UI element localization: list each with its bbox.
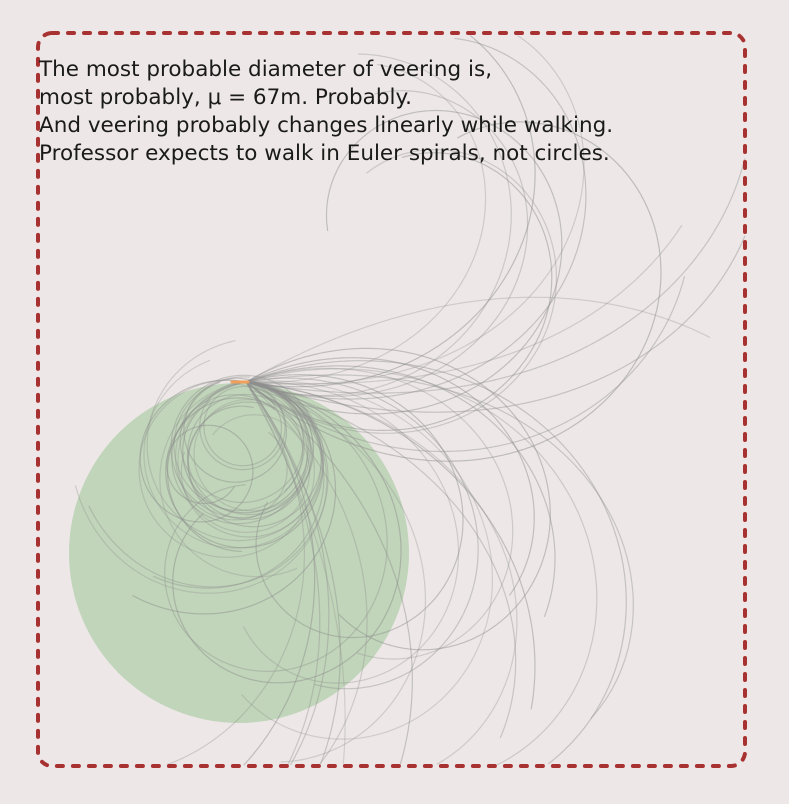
walk-path bbox=[245, 37, 587, 400]
walk-path bbox=[245, 149, 557, 434]
walk-path bbox=[245, 381, 368, 765]
walk-path bbox=[132, 381, 337, 615]
walk-path bbox=[167, 381, 305, 766]
walk-path bbox=[165, 381, 324, 549]
walk-path bbox=[245, 53, 512, 397]
walk-path bbox=[245, 367, 514, 660]
walk-path bbox=[245, 373, 464, 639]
walk-path bbox=[199, 381, 286, 471]
caption-line-3: And veering probably changes linearly wh… bbox=[39, 113, 614, 138]
walk-path bbox=[245, 368, 598, 766]
walk-path bbox=[245, 381, 330, 766]
walk-path bbox=[245, 360, 627, 765]
walk-path bbox=[245, 381, 346, 764]
walk-path bbox=[159, 381, 298, 578]
walk-path bbox=[245, 381, 536, 710]
walk-path bbox=[241, 380, 493, 740]
walk-path bbox=[139, 379, 254, 523]
walk-path bbox=[179, 376, 304, 504]
walk-path bbox=[242, 381, 460, 684]
walk-path bbox=[245, 158, 746, 394]
walk-path bbox=[138, 379, 315, 558]
caption-line-4: Professor expects to walk in Euler spira… bbox=[39, 141, 610, 166]
walk-path bbox=[172, 381, 402, 684]
walk-path bbox=[187, 381, 312, 520]
walk-path bbox=[245, 276, 686, 453]
walk-path bbox=[183, 377, 287, 483]
walk-path bbox=[143, 359, 324, 549]
walk-path bbox=[245, 35, 536, 388]
walk-path bbox=[173, 381, 305, 512]
walk-path bbox=[245, 357, 535, 596]
walk-path bbox=[245, 381, 426, 763]
walk-path bbox=[245, 152, 553, 431]
walk-path bbox=[245, 381, 518, 765]
walk-path bbox=[245, 381, 321, 766]
walk-path bbox=[245, 365, 556, 618]
walk-path bbox=[245, 381, 413, 765]
walk-path bbox=[171, 381, 308, 525]
walk-path bbox=[245, 35, 585, 385]
walk-path bbox=[193, 381, 314, 512]
probable-diameter-circle bbox=[69, 383, 409, 723]
walk-path bbox=[245, 381, 341, 764]
walk-path bbox=[167, 381, 247, 552]
walk-path bbox=[170, 374, 316, 519]
caption-line-1: The most probable diameter of veering is… bbox=[39, 57, 493, 82]
walk-path bbox=[175, 381, 288, 521]
dashed-frame bbox=[36, 31, 747, 768]
walk-path bbox=[245, 109, 563, 415]
walk-path bbox=[245, 296, 711, 383]
caption-text: The most probable diameter of veering is… bbox=[39, 56, 613, 168]
walk-path bbox=[245, 377, 479, 690]
walk-path bbox=[245, 63, 487, 384]
walk-path bbox=[245, 235, 746, 413]
walk-path bbox=[177, 381, 311, 533]
walk-path bbox=[164, 381, 388, 672]
walk-path bbox=[182, 381, 309, 514]
walk-path bbox=[88, 381, 329, 588]
walk-path bbox=[245, 381, 517, 739]
walk-path bbox=[245, 121, 662, 462]
walk-path bbox=[245, 90, 529, 397]
walk-path bbox=[74, 381, 328, 594]
walk-path bbox=[245, 347, 551, 651]
walk-path bbox=[153, 381, 325, 589]
walk-path bbox=[245, 224, 683, 385]
caption-line-2: most probably, μ = 67m. Probably. bbox=[39, 85, 412, 110]
walk-path bbox=[187, 381, 323, 528]
walk-paths bbox=[74, 35, 746, 766]
walk-path bbox=[180, 381, 322, 538]
walk-path bbox=[243, 381, 316, 766]
